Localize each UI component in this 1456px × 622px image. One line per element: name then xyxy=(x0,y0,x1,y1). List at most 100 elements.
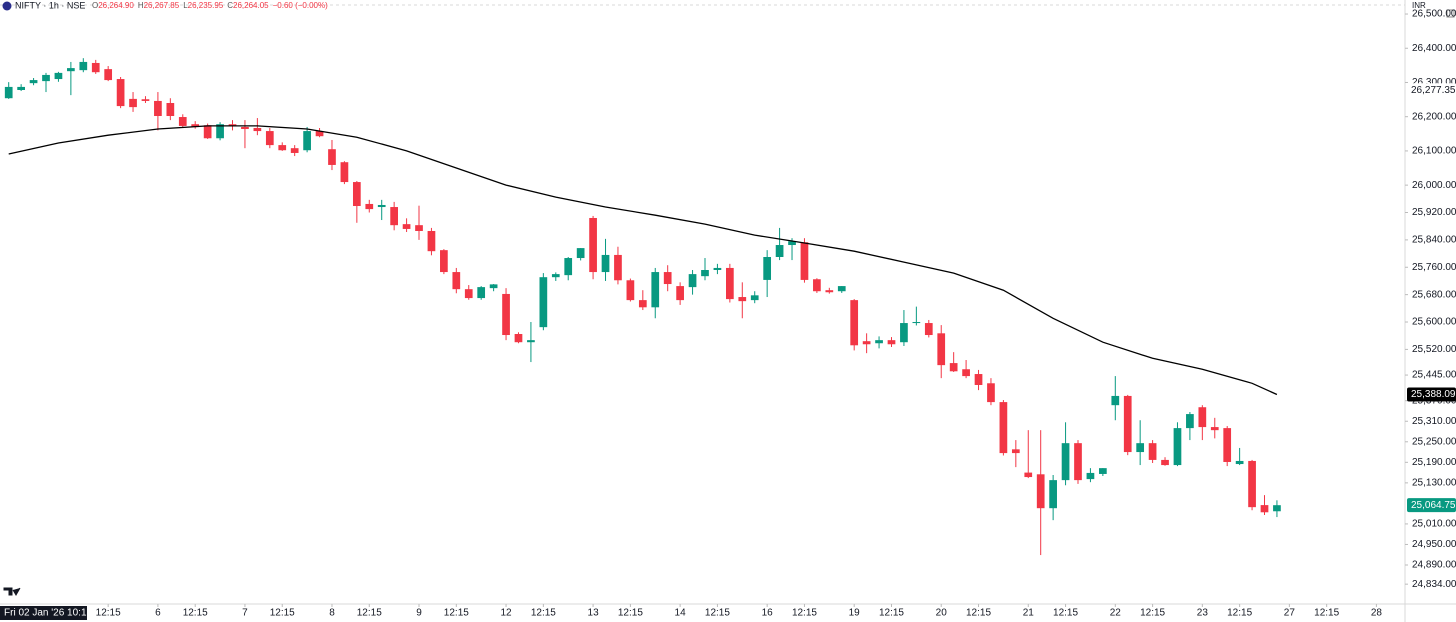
x-tick-label: 6 xyxy=(155,608,161,619)
crosshair-label: Fri 02 Jan '26 10:15 xyxy=(4,608,93,619)
marker-label: 26,277.35 xyxy=(1411,85,1456,96)
candle-body xyxy=(1161,459,1169,466)
candle-body xyxy=(539,277,548,328)
candle-body xyxy=(104,69,113,81)
x-tick-label: 13 xyxy=(588,608,600,619)
candle-body xyxy=(813,279,821,292)
candle-body xyxy=(303,131,311,151)
candle-body xyxy=(589,217,597,273)
candle-body xyxy=(328,149,336,165)
candle-body xyxy=(974,374,983,385)
x-tick-label: 9 xyxy=(416,608,422,619)
collapse-button[interactable] xyxy=(1446,9,1455,18)
candle-body xyxy=(1086,472,1095,480)
candle-body xyxy=(216,124,224,139)
x-tick-label: 12:15 xyxy=(444,608,469,619)
candle-body xyxy=(564,258,573,276)
candle-body xyxy=(1173,428,1182,466)
y-tick-label: 25,130.00 xyxy=(1412,477,1456,488)
y-tick-label: 26,300.00 xyxy=(1412,77,1456,88)
candle-body xyxy=(638,300,647,308)
candle-body xyxy=(278,145,287,151)
candle-body xyxy=(1049,480,1057,509)
x-tick-label: 12:15 xyxy=(531,608,556,619)
candle-body xyxy=(1186,414,1194,429)
candle-body xyxy=(1074,443,1082,481)
candle-body xyxy=(601,254,610,273)
candle-body xyxy=(1099,468,1107,474)
candle-body xyxy=(962,369,970,377)
candle-body xyxy=(116,79,125,107)
y-tick-label: 26,500.00 xyxy=(1412,9,1456,20)
candle-body xyxy=(527,340,535,343)
y-tick-label: 25,920.00 xyxy=(1412,207,1456,218)
candle-body xyxy=(265,131,274,146)
y-tick-label: 25,520.00 xyxy=(1412,344,1456,355)
candle-body xyxy=(440,250,448,273)
candle-body xyxy=(924,323,933,336)
candle-body xyxy=(29,80,38,84)
candle-body xyxy=(887,340,896,345)
candle-body xyxy=(701,270,709,277)
candle-body xyxy=(514,333,523,343)
currency: INR xyxy=(1412,1,1426,10)
moving-average xyxy=(8,125,1278,396)
candle-body xyxy=(1148,443,1157,460)
x-tick-label: 12:15 xyxy=(96,608,121,619)
candle-body xyxy=(551,274,560,278)
y-tick-label: 25,310.00 xyxy=(1412,416,1456,427)
ohlc-key: H xyxy=(138,1,144,10)
y-tick-label: 25,010.00 xyxy=(1412,519,1456,530)
candle-body xyxy=(750,295,759,301)
candle-body xyxy=(1198,407,1207,428)
ma-label-box xyxy=(1407,387,1456,402)
candle-body xyxy=(67,68,75,72)
candle-body xyxy=(1011,449,1020,454)
ohlc-value: 26,267.85 xyxy=(144,1,180,10)
x-tick-label: 27 xyxy=(1284,608,1296,619)
candle-body xyxy=(875,340,883,344)
ohlc-key: O xyxy=(92,1,98,10)
candle-body xyxy=(42,74,50,82)
last-price-label: 25,064.75 xyxy=(1411,500,1456,511)
candle-body xyxy=(738,297,747,302)
candle-body xyxy=(203,125,212,139)
candle-body xyxy=(987,383,995,403)
candle-body xyxy=(91,62,100,73)
y-tick-label: 24,834.00 xyxy=(1412,579,1456,590)
candle-body xyxy=(837,286,846,292)
candle-body xyxy=(340,162,349,183)
candle-body xyxy=(253,127,262,132)
y-tick-label: 26,400.00 xyxy=(1412,43,1456,54)
candle-body xyxy=(912,322,921,324)
symbol-icon xyxy=(2,1,12,11)
candle-body xyxy=(626,280,635,301)
marker-label-box xyxy=(1407,83,1456,98)
x-tick-label: 20 xyxy=(936,608,948,619)
candle-body xyxy=(166,103,175,117)
candle-body xyxy=(663,272,672,285)
x-tick-label: 23 xyxy=(1197,608,1209,619)
x-tick-label: 22 xyxy=(1110,608,1122,619)
x-tick-label: 12:15 xyxy=(792,608,817,619)
candle-body xyxy=(1210,427,1219,431)
candle-body xyxy=(788,241,796,246)
candle-body xyxy=(1223,428,1232,462)
candle-body xyxy=(17,86,25,91)
y-tick-label: 25,760.00 xyxy=(1412,262,1456,273)
x-tick-label: 12:15 xyxy=(1140,608,1165,619)
candle-body xyxy=(315,131,324,137)
candle-body xyxy=(1123,395,1132,453)
candle-body xyxy=(800,242,809,280)
candle-body xyxy=(862,341,871,345)
candle-body xyxy=(725,267,734,300)
candle-body xyxy=(377,204,386,208)
y-tick-label: 25,190.00 xyxy=(1412,457,1456,468)
candle-body xyxy=(999,402,1008,454)
y-tick-label: 25,250.00 xyxy=(1412,436,1456,447)
ohlc-key: L xyxy=(183,1,188,10)
candle-body xyxy=(464,289,473,299)
candle-body xyxy=(1024,472,1033,478)
x-tick-label: 12:15 xyxy=(879,608,904,619)
